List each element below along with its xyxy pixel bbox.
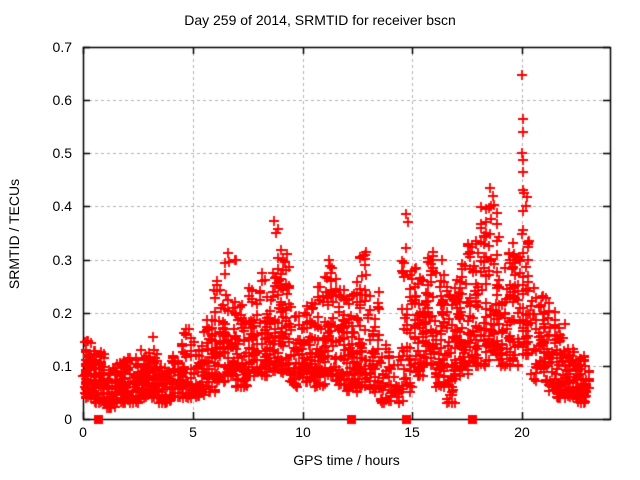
x-tick-label: 15 bbox=[404, 424, 420, 440]
y-axis-label: SRMTID / TECUs bbox=[6, 178, 22, 290]
y-tick-label: 0 bbox=[64, 411, 72, 427]
y-tick-label: 0.6 bbox=[52, 92, 72, 108]
x-tick-label: 0 bbox=[79, 424, 87, 440]
y-tick-label: 0.5 bbox=[52, 145, 72, 161]
chart-title: Day 259 of 2014, SRMTID for receiver bsc… bbox=[184, 12, 456, 28]
x-tick-label: 5 bbox=[189, 424, 197, 440]
y-tick-label: 0.1 bbox=[52, 358, 72, 374]
y-tick-label: 0.2 bbox=[52, 305, 72, 321]
y-tick-label: 0.3 bbox=[52, 252, 72, 268]
y-tick-label: 0.4 bbox=[52, 198, 72, 214]
x-tick-label: 20 bbox=[514, 424, 530, 440]
x-axis-label: GPS time / hours bbox=[293, 452, 400, 468]
y-tick-label: 0.7 bbox=[52, 39, 72, 55]
x-tick-label: 10 bbox=[295, 424, 311, 440]
